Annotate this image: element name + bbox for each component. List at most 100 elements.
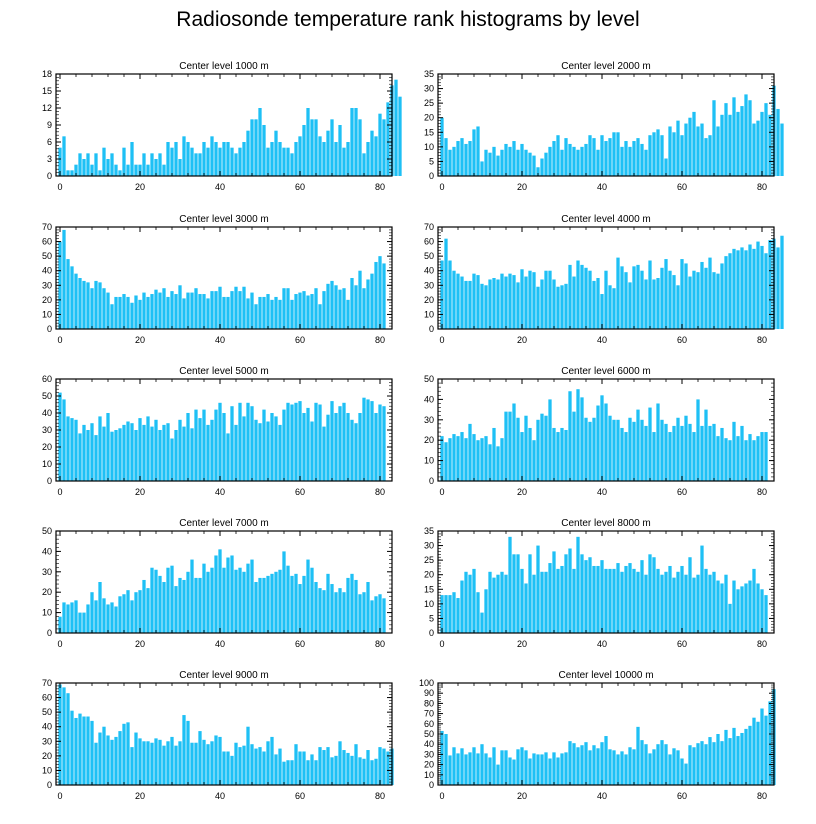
- bar: [322, 590, 326, 633]
- bar: [652, 557, 656, 633]
- bar: [580, 554, 584, 633]
- bar: [130, 142, 134, 176]
- bar: [612, 288, 616, 329]
- bar: [776, 247, 780, 329]
- bar: [756, 436, 760, 481]
- bar: [126, 164, 130, 176]
- x-tick-label: 60: [295, 487, 305, 497]
- bar: [500, 273, 504, 329]
- bar: [576, 536, 580, 633]
- bar: [540, 754, 544, 785]
- bar: [222, 413, 226, 481]
- bar: [78, 278, 82, 329]
- bar: [608, 749, 612, 785]
- bar: [612, 750, 616, 785]
- x-tick-label: 60: [677, 791, 687, 801]
- bar: [540, 279, 544, 329]
- bar: [74, 164, 78, 176]
- x-tick-label: 80: [375, 487, 385, 497]
- bar: [636, 138, 640, 176]
- y-tick-label: 20: [42, 442, 52, 452]
- panel: Center level 6000 m 0 20 40 60 80 0 10 20 30 40 50: [424, 366, 775, 497]
- bar: [242, 416, 246, 481]
- bar: [512, 403, 516, 481]
- bar: [234, 742, 238, 785]
- y-tick-label: 90: [424, 688, 434, 698]
- bar: [70, 710, 74, 785]
- bar: [102, 426, 106, 481]
- bar: [624, 565, 628, 633]
- bar: [516, 417, 520, 481]
- bar: [90, 423, 94, 481]
- bar: [262, 296, 266, 329]
- bar: [154, 738, 158, 785]
- bar: [294, 294, 298, 329]
- bar: [456, 598, 460, 633]
- bar: [672, 275, 676, 329]
- bar: [520, 432, 524, 481]
- bar: [226, 142, 230, 176]
- panel: Center level 9000 m 0 20 40 60 80 0 10 20 30 40 50 6…: [42, 670, 394, 801]
- bar: [154, 569, 158, 633]
- bar: [564, 283, 568, 329]
- bar: [524, 583, 528, 633]
- bar: [362, 397, 366, 481]
- bar: [724, 729, 728, 785]
- bar: [720, 114, 724, 176]
- bar: [616, 754, 620, 785]
- bar: [330, 584, 334, 633]
- panel: Center level 10000 m0 20 40 60 8001020304050…: [419, 670, 776, 801]
- bar: [254, 419, 258, 481]
- bar: [456, 273, 460, 329]
- bar: [472, 747, 476, 785]
- bar: [500, 571, 504, 633]
- y-tick-label: 18: [42, 69, 52, 79]
- y-tick-label: 0: [47, 476, 52, 486]
- bar: [456, 141, 460, 176]
- bar: [660, 740, 664, 785]
- bar: [520, 269, 524, 329]
- bar: [648, 554, 652, 633]
- y-tick-label: 50: [424, 251, 434, 261]
- bar: [102, 288, 106, 329]
- x-tick-label: 80: [757, 182, 767, 192]
- bar: [90, 720, 94, 785]
- bar: [282, 761, 286, 785]
- bar: [496, 279, 500, 329]
- bar: [656, 278, 660, 329]
- bar: [382, 598, 386, 633]
- bar: [556, 757, 560, 785]
- y-tick-label: 70: [42, 222, 52, 232]
- y-tick-label: 40: [424, 266, 434, 276]
- y-tick-label: 20: [424, 295, 434, 305]
- bar: [170, 565, 174, 633]
- y-tick-label: 20: [424, 760, 434, 770]
- bar: [632, 266, 636, 329]
- bar: [350, 278, 354, 329]
- bar: [118, 596, 122, 633]
- bar: [640, 143, 644, 176]
- bar: [704, 744, 708, 785]
- bar: [480, 161, 484, 176]
- bar: [122, 424, 126, 481]
- bar: [764, 595, 768, 633]
- bar: [238, 291, 242, 329]
- bar: [242, 745, 246, 785]
- bar: [556, 286, 560, 329]
- bar: [740, 732, 744, 785]
- y-tick-label: 50: [42, 707, 52, 717]
- y-tick-label: 10: [42, 765, 52, 775]
- bar: [202, 294, 206, 329]
- bar: [214, 291, 218, 329]
- bar: [338, 289, 342, 329]
- bar: [700, 123, 704, 176]
- plot-frame: [437, 530, 775, 634]
- bar: [230, 406, 234, 481]
- bar: [182, 136, 186, 176]
- bar: [266, 147, 270, 176]
- bar: [102, 147, 106, 176]
- bar: [282, 147, 286, 176]
- bar: [660, 574, 664, 633]
- bar: [258, 423, 262, 481]
- bar: [190, 292, 194, 329]
